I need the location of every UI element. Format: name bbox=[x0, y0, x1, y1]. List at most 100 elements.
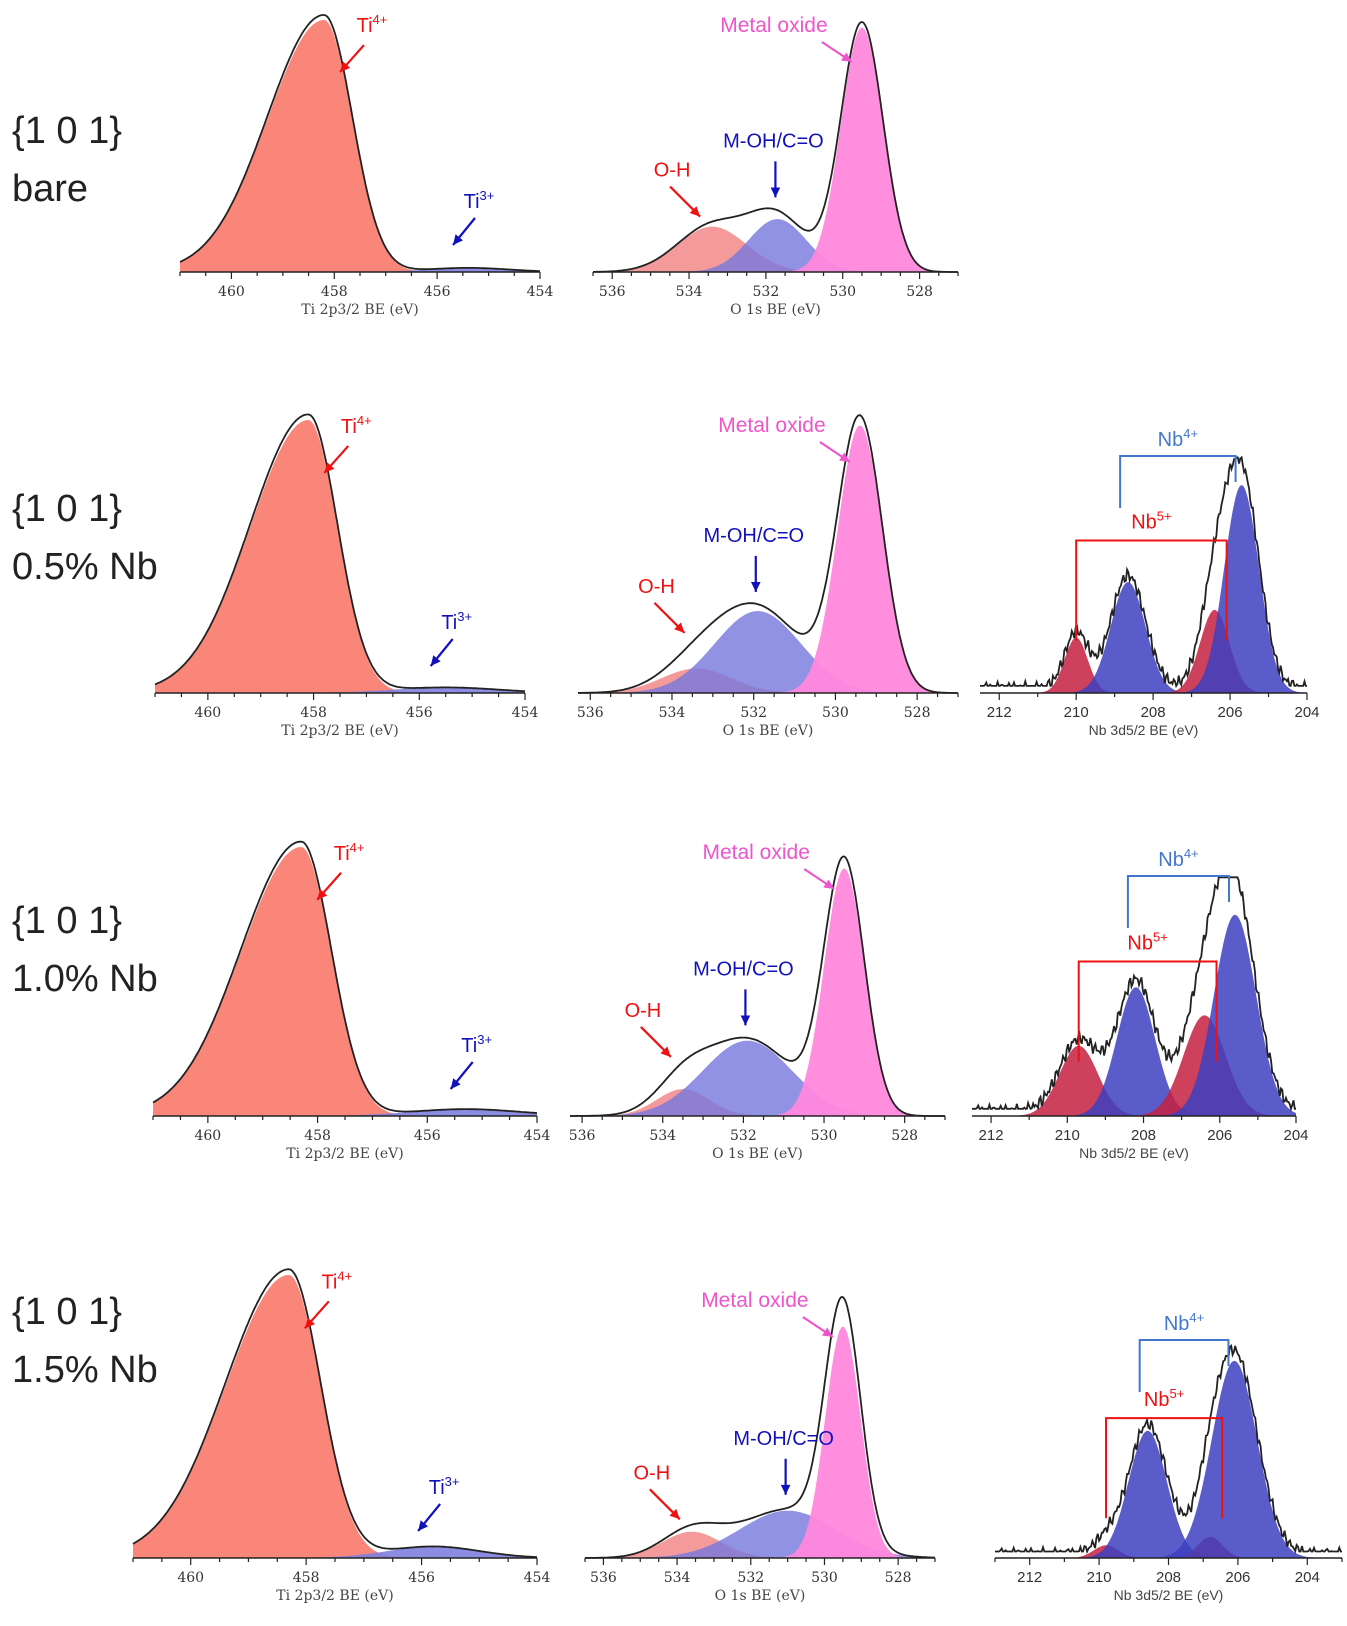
x-axis-label: O 1s BE (eV) bbox=[715, 1588, 806, 1604]
envelope-line bbox=[132, 1268, 538, 1558]
tick-label: 536 bbox=[577, 705, 604, 721]
moh-label: M-OH/C=O bbox=[693, 958, 794, 980]
metal-oxide-arrow-head bbox=[841, 52, 852, 62]
oh-arrow-head bbox=[660, 1046, 671, 1057]
tick-label: 206 bbox=[1218, 704, 1243, 721]
tick-label: 454 bbox=[524, 1128, 551, 1144]
tick-label: 454 bbox=[527, 284, 554, 300]
x-axis-label: O 1s BE (eV) bbox=[723, 723, 814, 739]
tick-label: 530 bbox=[829, 284, 856, 300]
tick-label: 532 bbox=[730, 1128, 757, 1144]
tick-label: 460 bbox=[177, 1570, 204, 1586]
nb5-label: Nb5+ bbox=[1127, 930, 1167, 955]
oh-label: O-H bbox=[625, 1000, 662, 1022]
tick-label: 532 bbox=[740, 705, 767, 721]
component-peak bbox=[593, 27, 958, 273]
ti3-label: Ti3+ bbox=[429, 1474, 460, 1499]
tick-label: 530 bbox=[811, 1570, 838, 1586]
tick-label: 208 bbox=[1141, 704, 1166, 721]
ti3-label: Ti3+ bbox=[441, 609, 472, 634]
tick-label: 212 bbox=[1017, 1569, 1042, 1586]
oh-arrow-head bbox=[689, 206, 701, 217]
component-peak bbox=[570, 868, 945, 1116]
component-peak bbox=[578, 425, 958, 693]
component-peak bbox=[593, 219, 958, 272]
ti4-arrow-head bbox=[317, 889, 328, 900]
component-peak bbox=[980, 637, 1307, 693]
component-peak bbox=[578, 611, 958, 693]
oh-label: O-H bbox=[638, 576, 675, 598]
nb4-bracket bbox=[1138, 1339, 1230, 1392]
nb4-bracket bbox=[1119, 455, 1237, 508]
envelope-line bbox=[152, 840, 538, 1114]
tick-label: 532 bbox=[753, 284, 780, 300]
component-peak bbox=[180, 20, 540, 272]
chart-ti-1-0: 460 458 456 454 Ti 2p3/2 BE (eV) Ti4+ Ti3+ bbox=[152, 840, 551, 1162]
moh-label: M-OH/C=O bbox=[733, 1428, 834, 1450]
tick-label: 458 bbox=[304, 1128, 331, 1144]
envelope-line bbox=[154, 413, 526, 693]
envelope-line bbox=[578, 414, 958, 694]
tick-label: 204 bbox=[1295, 1569, 1320, 1586]
component-peak bbox=[155, 420, 525, 693]
oh-arrow-head bbox=[674, 622, 685, 633]
row-label-0-5-nb: {1 0 1} 0.5% Nb bbox=[12, 480, 158, 596]
x-axis-label: Ti 2p3/2 BE (eV) bbox=[281, 723, 398, 739]
moh-arrow-head bbox=[770, 187, 781, 198]
tick-label: 530 bbox=[822, 705, 849, 721]
tick-label: 460 bbox=[218, 284, 245, 300]
ti4-label: Ti4+ bbox=[341, 413, 372, 438]
tick-label: 208 bbox=[1131, 1127, 1156, 1144]
nb5-bracket bbox=[1105, 1417, 1224, 1519]
tick-label: 212 bbox=[987, 704, 1012, 721]
oh-arrow-head bbox=[669, 1508, 680, 1520]
tick-label: 456 bbox=[414, 1128, 441, 1144]
nb4-label: Nb4+ bbox=[1158, 426, 1198, 451]
metal-oxide-label: Metal oxide bbox=[702, 841, 809, 864]
tick-label: 528 bbox=[904, 705, 931, 721]
ti3-label: Ti3+ bbox=[461, 1032, 492, 1057]
metal-oxide-arrow-head bbox=[823, 879, 835, 889]
component-peak bbox=[980, 485, 1307, 693]
envelope-line bbox=[570, 855, 945, 1117]
tick-label: 536 bbox=[569, 1128, 596, 1144]
component-peak bbox=[133, 1546, 537, 1558]
ti4-label: Ti4+ bbox=[334, 840, 365, 865]
tick-label: 458 bbox=[321, 284, 348, 300]
tick-label: 210 bbox=[1087, 1569, 1112, 1586]
tick-label: 460 bbox=[194, 705, 221, 721]
tick-label: 534 bbox=[649, 1128, 676, 1144]
component-peak bbox=[585, 1531, 935, 1558]
ti4-arrow-head bbox=[340, 61, 351, 73]
tick-label: 530 bbox=[811, 1128, 838, 1144]
tick-label: 458 bbox=[293, 1570, 320, 1586]
tick-label: 532 bbox=[737, 1570, 764, 1586]
x-axis-label: Nb 3d5/2 BE (eV) bbox=[1079, 1145, 1189, 1161]
component-peak bbox=[570, 1040, 945, 1116]
x-axis-label: O 1s BE (eV) bbox=[712, 1146, 803, 1162]
metal-oxide-label: Metal oxide bbox=[701, 1289, 808, 1312]
tick-label: 528 bbox=[906, 284, 933, 300]
tick-label: 528 bbox=[891, 1128, 918, 1144]
metal-oxide-arrow-head bbox=[821, 1327, 833, 1337]
ti3-arrow-head bbox=[418, 1520, 429, 1531]
envelope-line bbox=[980, 455, 1307, 689]
envelope-line bbox=[593, 21, 958, 273]
x-axis-label: O 1s BE (eV) bbox=[730, 302, 821, 318]
tick-label: 534 bbox=[659, 705, 686, 721]
row-label-bare: {1 0 1} bare bbox=[12, 102, 122, 218]
tick-label: 204 bbox=[1283, 1127, 1308, 1144]
chart-o-0-5: 536 534 532 530 528 O 1s BE (eV) Metal oxide M-… bbox=[577, 414, 959, 739]
facet-label: {1 0 1} bbox=[12, 110, 122, 152]
row-label-1-0-nb: {1 0 1} 1.0% Nb bbox=[12, 892, 158, 1008]
component-peak bbox=[585, 1326, 935, 1558]
moh-label: M-OH/C=O bbox=[723, 130, 824, 152]
component-peak bbox=[980, 582, 1307, 693]
chart-o-1-0: 536 534 532 530 528 O 1s BE (eV) Metal oxide M-… bbox=[569, 841, 946, 1162]
component-peak bbox=[995, 1430, 1342, 1558]
moh-arrow-head bbox=[740, 1015, 751, 1026]
nb4-label: Nb4+ bbox=[1158, 846, 1198, 871]
nb5-label: Nb5+ bbox=[1144, 1386, 1184, 1411]
ti3-label: Ti3+ bbox=[464, 188, 495, 213]
oh-label: O-H bbox=[654, 160, 691, 182]
